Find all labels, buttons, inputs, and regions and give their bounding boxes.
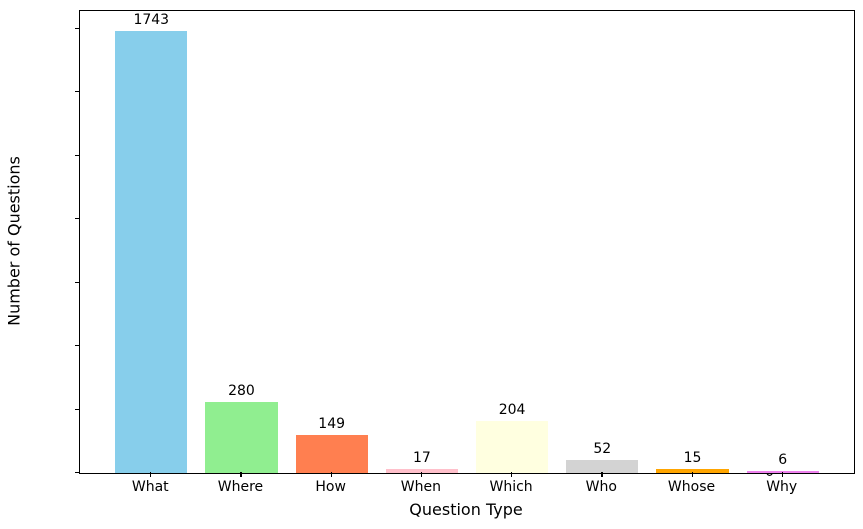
bar-value-label: 149 [318,416,346,433]
bar-value-label: 1743 [133,11,170,28]
x-tick-label: Who [585,479,617,495]
x-tick-label: Why [766,479,798,495]
bar-value-label: 17 [412,449,431,466]
y-tick-mark [74,345,79,347]
bar-who [566,459,639,473]
x-tick-mark [330,472,332,477]
bar-whose [656,469,729,473]
x-tick-mark [150,472,152,477]
x-tick-label: Where [217,479,264,495]
x-tick-mark [420,472,423,477]
x-tick-mark [240,472,242,477]
bar-value-label: 204 [498,402,526,419]
y-tick-mark [74,281,79,283]
x-tick-label: How [315,479,346,495]
y-tick-mark [74,27,79,29]
x-tick-mark [691,472,693,477]
x-tick-label: Which [489,479,533,495]
bar-where [205,401,278,473]
x-tick-mark [601,472,603,477]
y-tick-mark [74,91,79,93]
bar-when [385,468,458,473]
x-axis-label: Question Type [409,500,523,519]
y-tick-mark [74,472,79,474]
x-tick-mark [781,472,783,477]
bar-value-label: 6 [778,452,788,469]
x-tick-label: What [131,479,169,495]
bar-how [295,435,368,473]
bar-value-label: 15 [683,450,702,467]
y-tick-mark [74,218,79,220]
bar-what [115,30,188,473]
plot-area: 1743 280 149 17 204 52 15 6 [79,10,855,474]
bar-value-label: 280 [228,382,255,399]
bar-value-label: 52 [593,440,612,457]
x-tick-label: When [400,479,441,495]
y-axis-label: Number of Questions [4,156,24,326]
x-tick-label: Whose [667,479,716,495]
x-tick-mark [511,472,513,477]
y-tick-mark [74,408,79,410]
y-tick-mark [74,154,79,156]
bar-which [476,421,549,473]
